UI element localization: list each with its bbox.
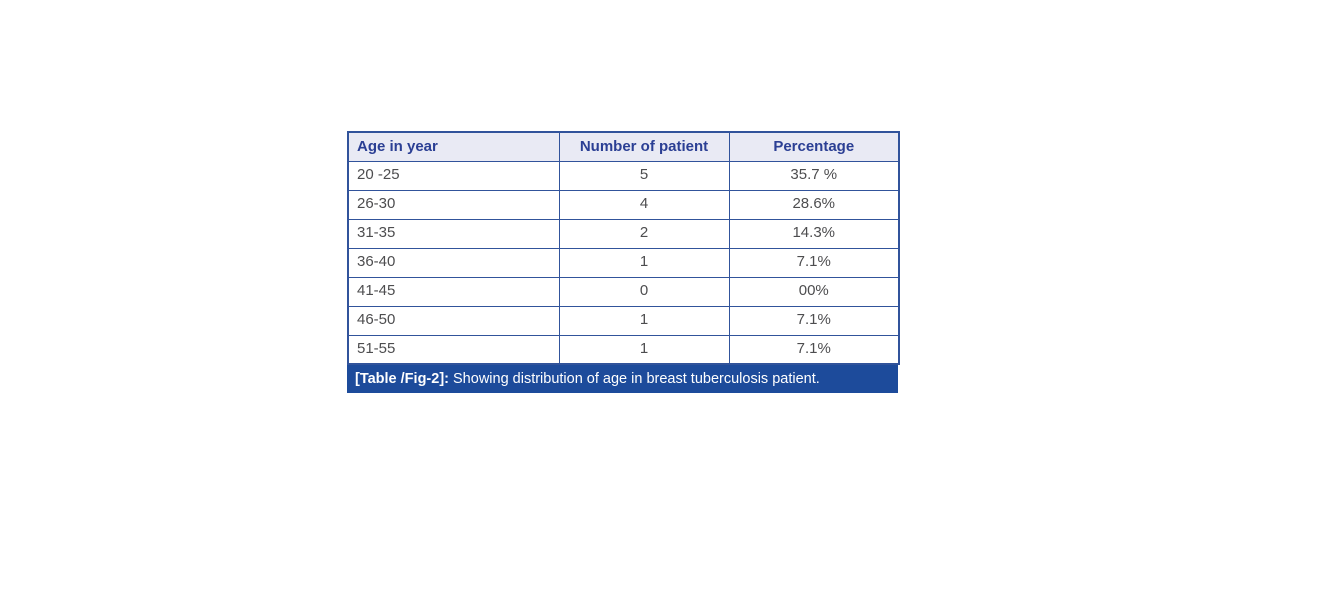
cell-count: 4 <box>558 189 730 220</box>
caption-text: Showing distribution of age in breast tu… <box>448 371 820 387</box>
table-row: 41-45 0 00% <box>347 276 900 307</box>
cell-percentage: 28.6% <box>728 189 900 220</box>
table-row: 26-30 4 28.6% <box>347 189 900 220</box>
table-row: 36-40 1 7.1% <box>347 247 900 278</box>
cell-percentage: 7.1% <box>728 247 900 278</box>
table-fig-2: Age in year Number of patient Percentage… <box>347 131 900 393</box>
table-row: 20 -25 5 35.7 % <box>347 160 900 191</box>
cell-age: 51-55 <box>347 334 560 365</box>
table-caption: [Table /Fig-2]: Showing distribution of … <box>347 365 898 393</box>
header-age-in-year: Age in year <box>347 131 560 162</box>
header-percentage: Percentage <box>728 131 900 162</box>
cell-count: 5 <box>558 160 730 191</box>
cell-count: 1 <box>558 247 730 278</box>
cell-percentage: 35.7 % <box>728 160 900 191</box>
cell-count: 1 <box>558 334 730 365</box>
cell-age: 20 -25 <box>347 160 560 191</box>
table-header-row: Age in year Number of patient Percentage <box>347 131 900 162</box>
cell-age: 36-40 <box>347 247 560 278</box>
table-row: 46-50 1 7.1% <box>347 305 900 336</box>
cell-count: 0 <box>558 276 730 307</box>
age-distribution-table: Age in year Number of patient Percentage… <box>347 131 900 365</box>
cell-age: 26-30 <box>347 189 560 220</box>
cell-percentage: 7.1% <box>728 334 900 365</box>
cell-count: 1 <box>558 305 730 336</box>
cell-count: 2 <box>558 218 730 249</box>
cell-percentage: 14.3% <box>728 218 900 249</box>
cell-age: 41-45 <box>347 276 560 307</box>
cell-percentage: 00% <box>728 276 900 307</box>
header-number-of-patient: Number of patient <box>558 131 730 162</box>
caption-label: [Table /Fig-2]: <box>355 371 449 387</box>
cell-percentage: 7.1% <box>728 305 900 336</box>
table-row: 31-35 2 14.3% <box>347 218 900 249</box>
table-row: 51-55 1 7.1% <box>347 334 900 365</box>
cell-age: 31-35 <box>347 218 560 249</box>
cell-age: 46-50 <box>347 305 560 336</box>
